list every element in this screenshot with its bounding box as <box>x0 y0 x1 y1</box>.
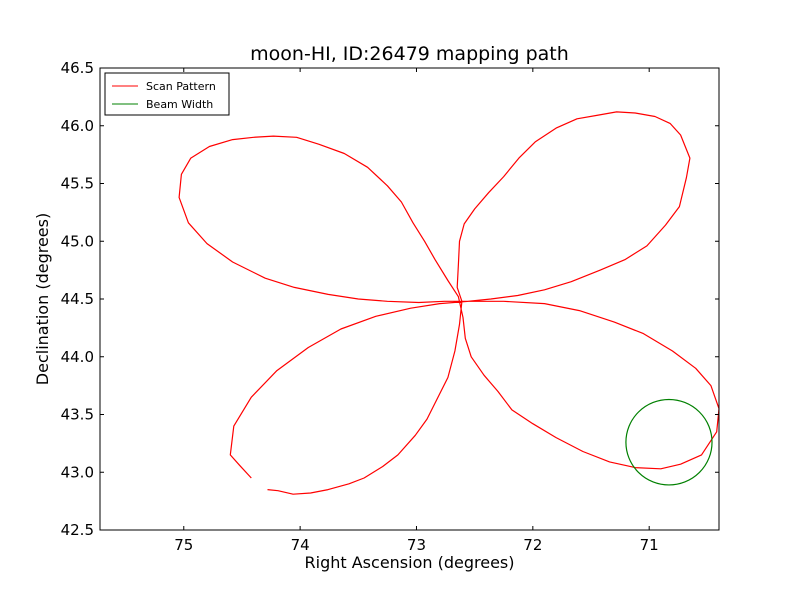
legend-label-beam-width: Beam Width <box>146 98 213 111</box>
y-axis-label: Declination (degrees) <box>33 213 52 385</box>
legend-box <box>104 72 230 116</box>
legend-label-scan-pattern: Scan Pattern <box>146 80 216 93</box>
ticks-layer: 75 74 73 72 71 42.5 43.0 43.5 44.0 44.5 45.0 45.5 46… <box>61 59 719 554</box>
y-tick-label: 45.0 <box>61 232 94 250</box>
scan-pattern-line <box>178 111 720 495</box>
y-tick-label: 42.5 <box>61 521 94 539</box>
x-tick-label: 72 <box>523 536 542 554</box>
y-tick-label: 44.5 <box>61 290 94 308</box>
y-tick-label: 44.0 <box>61 348 94 366</box>
x-tick-label: 75 <box>174 536 193 554</box>
chart-title: moon-HI, ID:26479 mapping path <box>250 43 569 65</box>
x-tick-label: 74 <box>291 536 310 554</box>
y-tick-label: 46.0 <box>61 117 94 135</box>
legend: Scan Pattern Beam Width <box>104 72 230 116</box>
y-tick-label: 43.5 <box>61 406 94 424</box>
beam-width-circle <box>625 398 713 486</box>
y-tick-label: 46.5 <box>61 59 94 77</box>
x-tick-label: 71 <box>640 536 659 554</box>
x-axis-label: Right Ascension (degrees) <box>305 553 515 572</box>
series-layer <box>178 111 720 495</box>
y-tick-label: 45.5 <box>61 175 94 193</box>
x-tick-label: 73 <box>407 536 426 554</box>
y-tick-label: 43.0 <box>61 463 94 481</box>
plot-area <box>100 68 719 530</box>
